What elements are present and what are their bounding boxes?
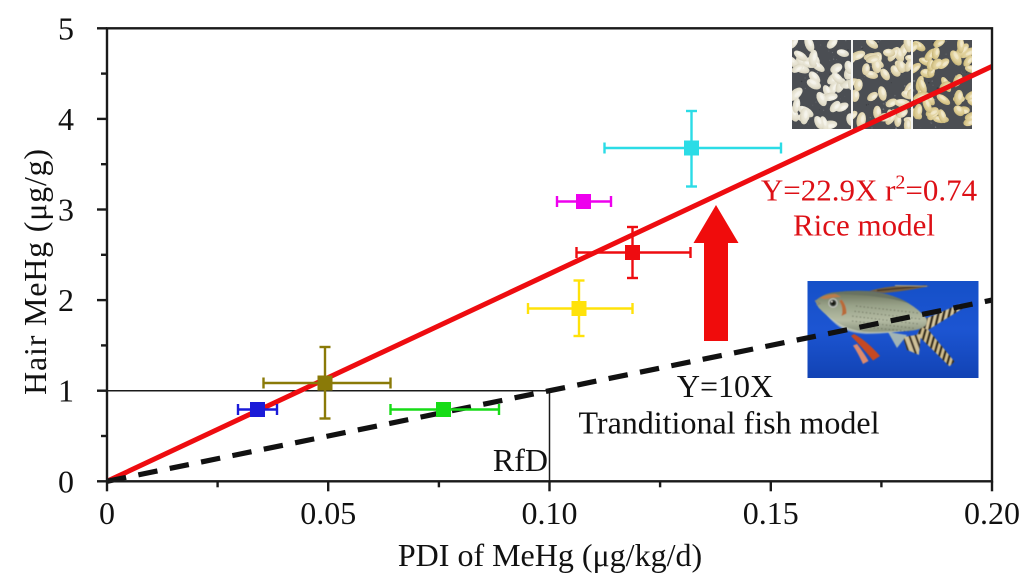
svg-text:Rice model: Rice model xyxy=(793,208,935,243)
svg-text:Tranditional fish model: Tranditional fish model xyxy=(578,405,879,441)
svg-text:5: 5 xyxy=(58,10,74,46)
svg-text:RfD: RfD xyxy=(493,442,548,478)
svg-text:0.20: 0.20 xyxy=(964,495,1020,531)
svg-text:0: 0 xyxy=(58,463,74,499)
svg-text:Hair MeHg (μg/g): Hair MeHg (μg/g) xyxy=(17,148,53,395)
svg-text:4: 4 xyxy=(58,101,74,137)
svg-text:0.10: 0.10 xyxy=(522,495,578,531)
svg-text:Y=22.9X r2=0.74: Y=22.9X r2=0.74 xyxy=(761,172,978,208)
svg-text:0.15: 0.15 xyxy=(743,495,799,531)
svg-text:PDI of MeHg (μg/kg/d): PDI of MeHg (μg/kg/d) xyxy=(398,537,702,573)
svg-text:Y=10X: Y=10X xyxy=(677,368,773,404)
svg-text:2: 2 xyxy=(58,282,74,318)
svg-text:0: 0 xyxy=(99,495,115,531)
svg-text:3: 3 xyxy=(58,192,74,228)
svg-text:0.05: 0.05 xyxy=(300,495,356,531)
svg-text:1: 1 xyxy=(58,373,74,409)
